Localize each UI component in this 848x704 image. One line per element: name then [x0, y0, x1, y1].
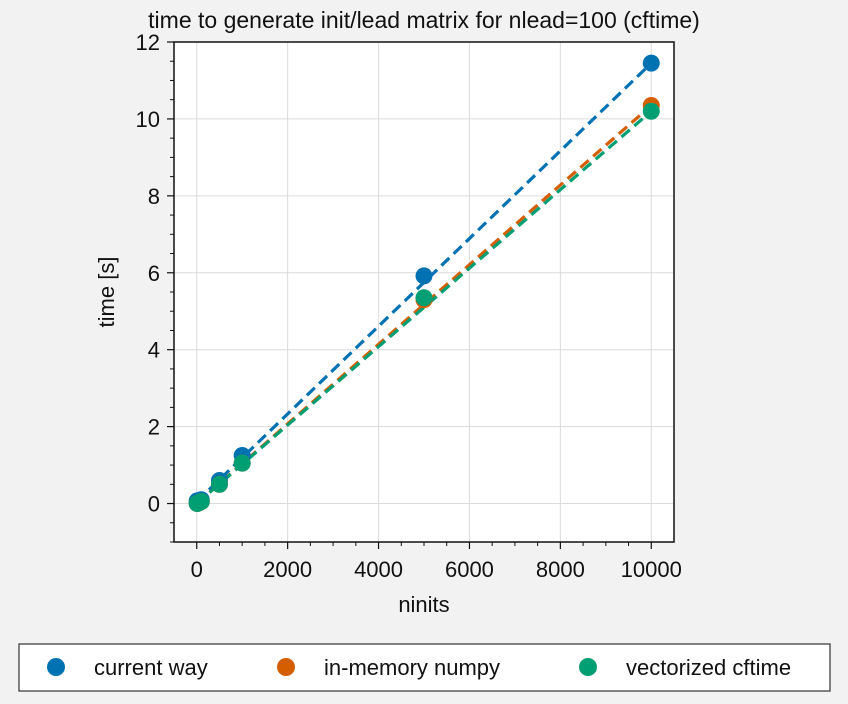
legend-frame: [18, 643, 831, 692]
x-tick-label: 0: [191, 557, 203, 582]
y-tick-label: 4: [148, 338, 160, 363]
fit-line: [195, 104, 653, 505]
y-tick-label: 12: [136, 30, 160, 55]
data-point: [415, 289, 433, 307]
legend-marker: [579, 658, 597, 676]
x-tick-label: 4000: [354, 557, 403, 582]
y-tick-label: 6: [148, 261, 160, 286]
y-tick-label: 0: [148, 492, 160, 517]
legend-entry: in-memory numpy: [324, 655, 500, 680]
y-tick-label: 10: [136, 107, 160, 132]
legend-entry: vectorized cftime: [626, 655, 791, 680]
chart-title: time to generate init/lead matrix for nl…: [148, 7, 700, 33]
fit-line: [195, 110, 653, 505]
x-axis-label: ninits: [398, 592, 449, 617]
data-point: [642, 54, 660, 72]
data-point: [192, 493, 210, 511]
x-tick-label: 2000: [263, 557, 312, 582]
data-point: [415, 267, 433, 285]
x-tick-label: 6000: [445, 557, 494, 582]
x-tick-label: 8000: [536, 557, 585, 582]
y-tick-label: 2: [148, 415, 160, 440]
legend: current way in-memory numpy vectorized cft…: [18, 643, 831, 692]
y-tick-label: 8: [148, 184, 160, 209]
data-point: [210, 475, 228, 493]
x-tick-label: 10000: [621, 557, 682, 582]
data-points: [188, 54, 660, 513]
legend-entry: current way: [94, 655, 208, 680]
y-axis-label: time [s]: [94, 257, 119, 328]
legend-marker: [277, 658, 295, 676]
data-point: [642, 102, 660, 120]
legend-marker: [47, 658, 65, 676]
axis-ticks: 0 2000 4000 6000 8000 10000 0 2 4 6 8 10 12: [136, 30, 682, 582]
data-point: [233, 454, 251, 472]
